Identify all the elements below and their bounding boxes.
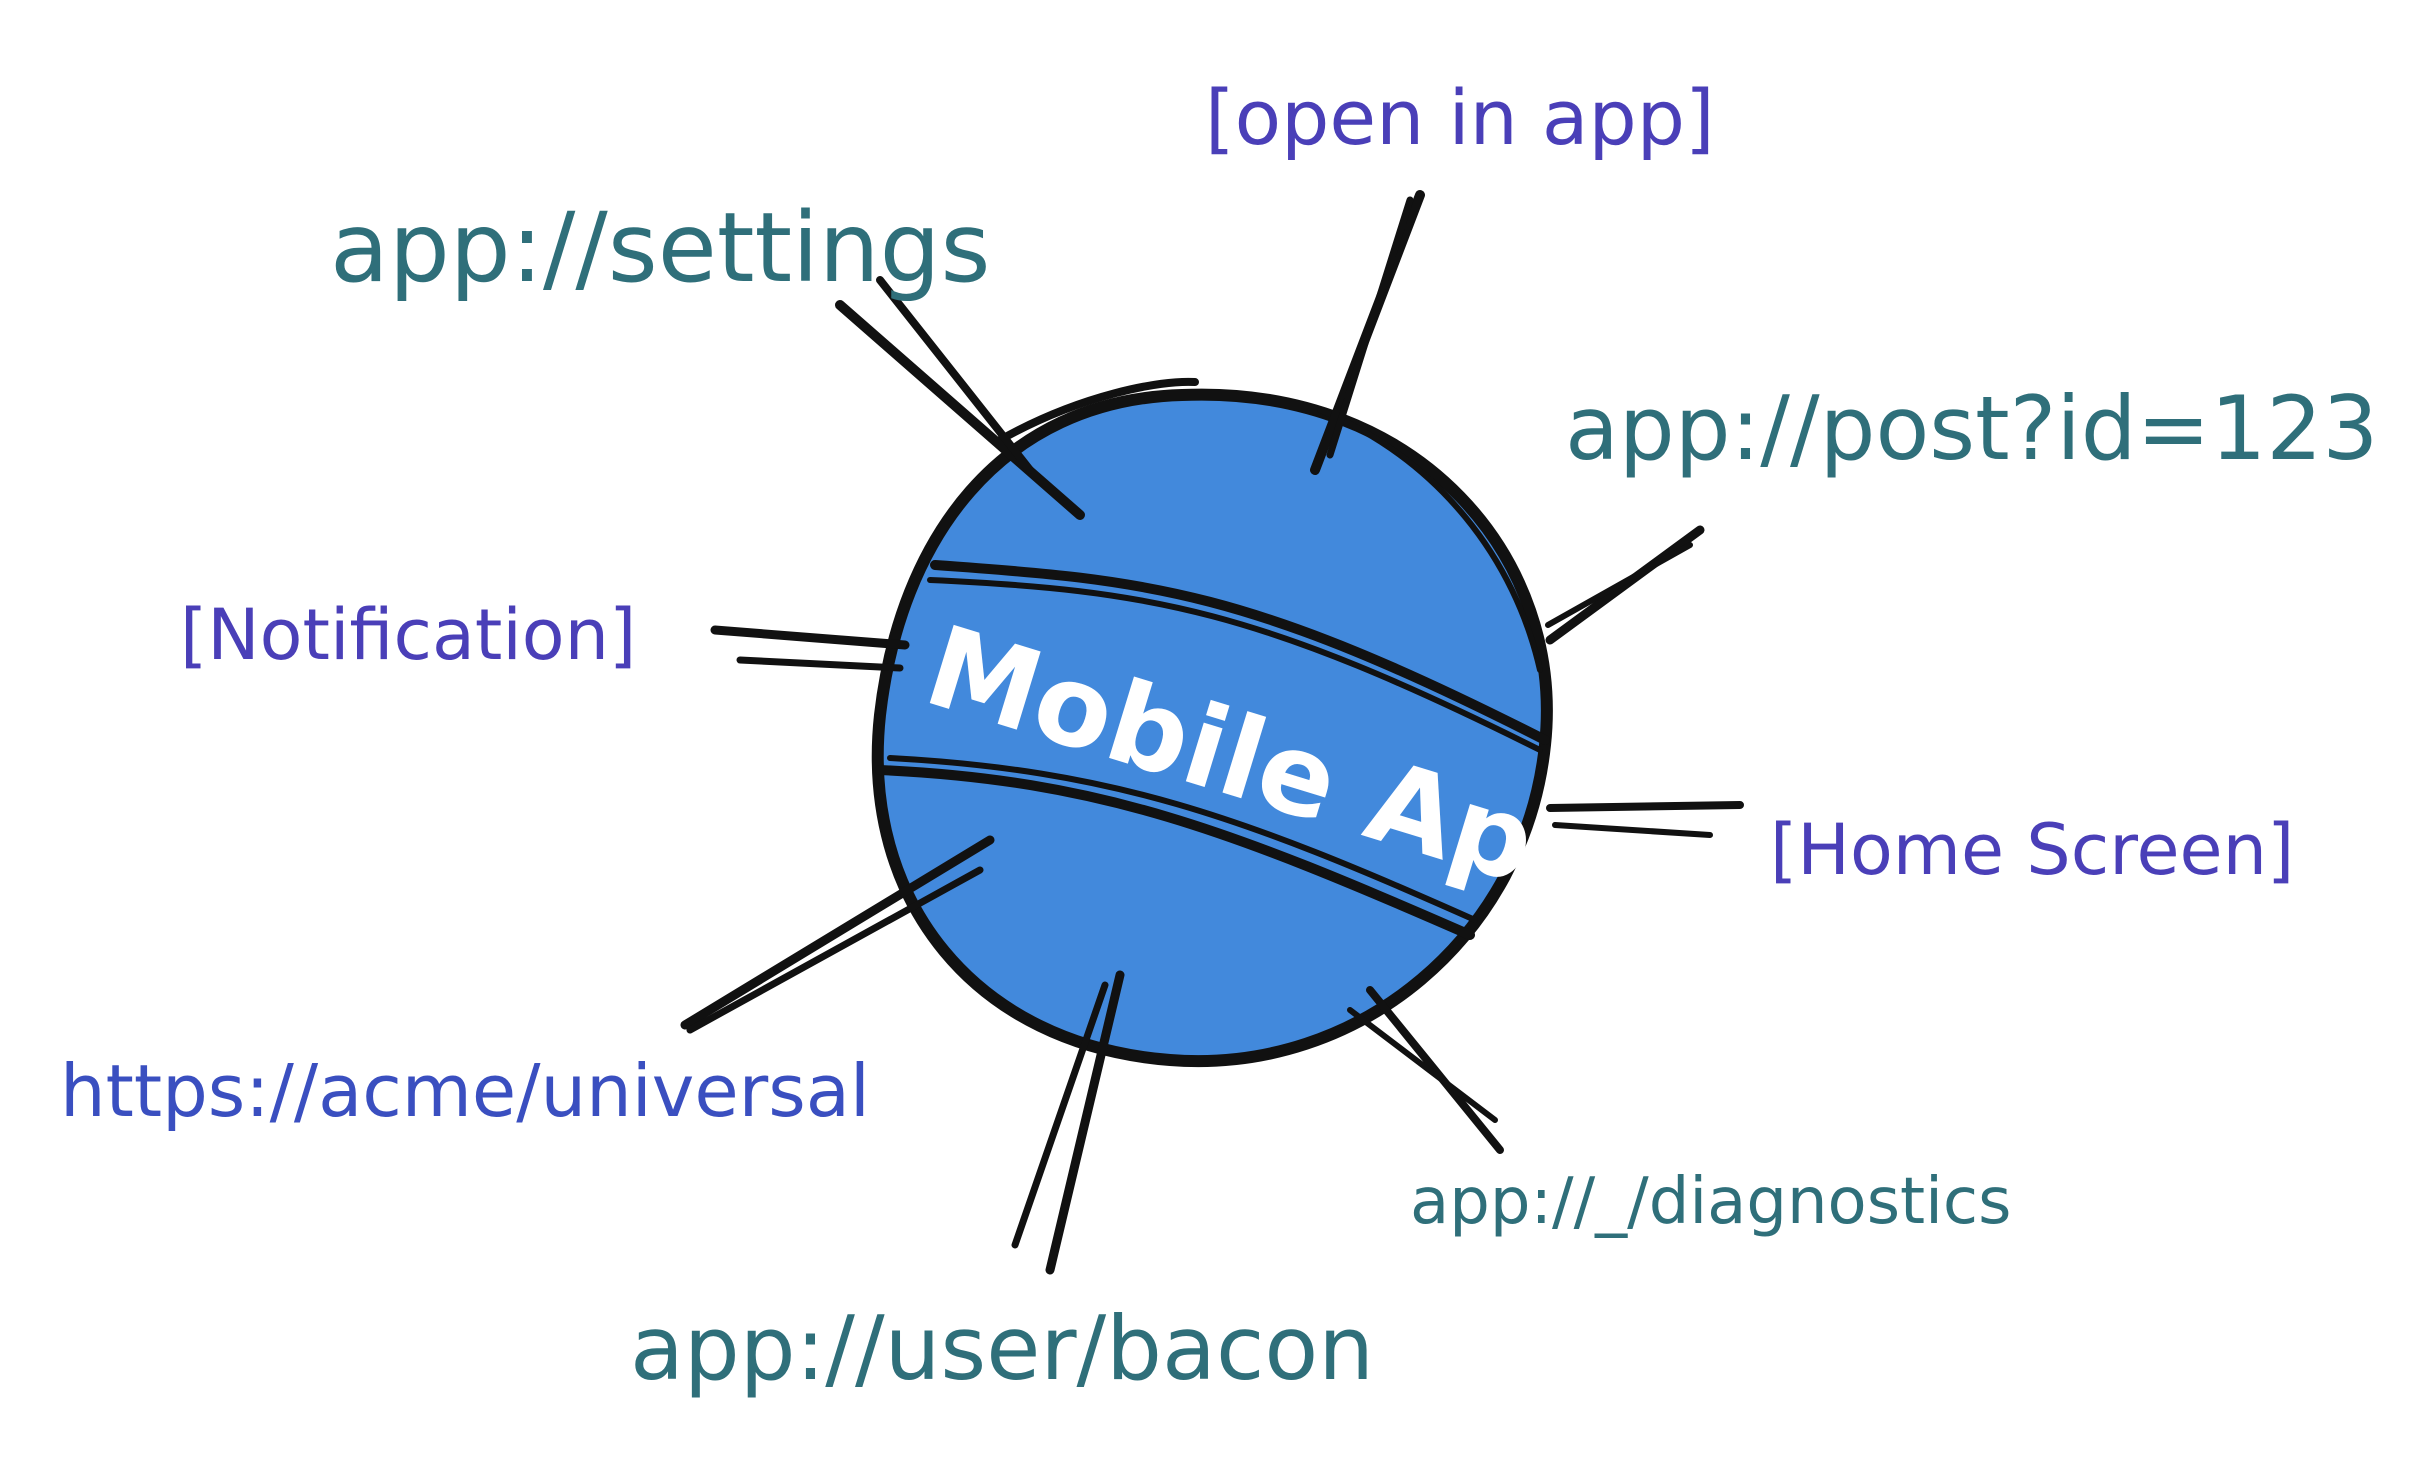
connector-notify-a <box>710 625 910 650</box>
label-app-user-bacon: app://user/bacon <box>630 1297 1374 1400</box>
label-notification: [Notification] <box>180 594 637 676</box>
mobile-app-node: Mobile App <box>871 377 1627 1068</box>
band-line-upper-a <box>930 560 1550 745</box>
connector-settings-a <box>835 300 1085 520</box>
connector-bacon-a <box>1045 970 1125 1275</box>
connectors <box>680 190 1744 1275</box>
band-line-lower-b <box>887 755 1478 923</box>
connector-notify-b <box>736 656 904 672</box>
connector-diag-a <box>1366 986 1504 1154</box>
connector-open-b <box>1326 196 1414 459</box>
label-open-in-app: [open in app] <box>1205 73 1715 162</box>
label-app-diagnostics: app://_/diagnostics <box>1410 1165 2012 1239</box>
mobile-app-outline-accent-2 <box>1317 407 1543 673</box>
band-line-lower-a <box>875 765 1475 940</box>
band-line-upper-b <box>927 577 1543 753</box>
label-home-screen: [Home Screen] <box>1770 809 2295 891</box>
connector-home-a <box>1546 801 1744 812</box>
mobile-app-outline-accent <box>996 377 1199 444</box>
connector-universal-b <box>686 866 984 1034</box>
connector-bacon-b <box>1011 981 1109 1249</box>
connector-universal-a <box>680 835 995 1030</box>
connector-post-b <box>1545 542 1693 628</box>
connector-settings-b <box>876 276 1034 474</box>
label-app-settings: app://settings <box>330 192 991 304</box>
connector-diag-b <box>1347 1007 1498 1123</box>
label-universal-link: https://acme/universal <box>60 1049 870 1133</box>
label-app-post: app://post?id=123 <box>1565 377 2379 480</box>
connector-home-b <box>1552 822 1713 838</box>
